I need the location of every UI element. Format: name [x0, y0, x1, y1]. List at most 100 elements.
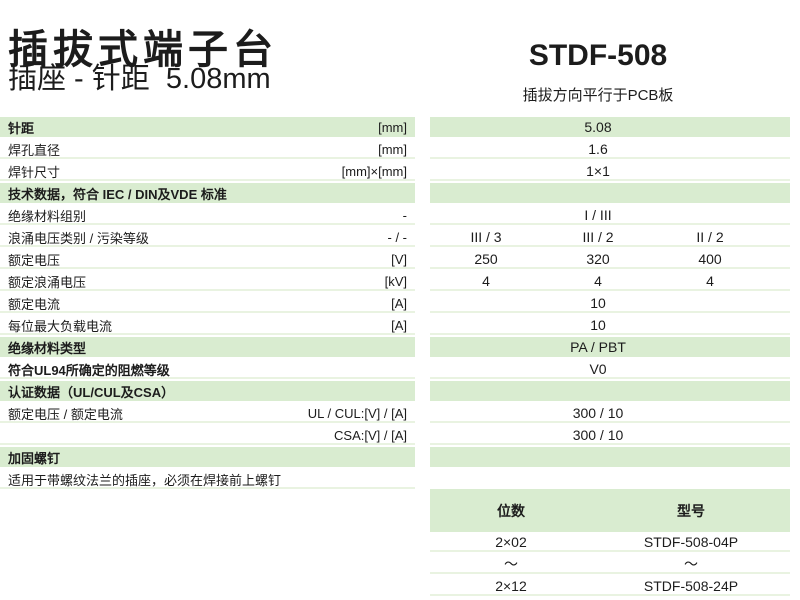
model-table-row: 2×02 STDF-508-04P	[430, 532, 790, 552]
spec-label-row: CSA:[V] / [A]	[0, 425, 415, 445]
model-partnumber-cell: 〜	[684, 556, 698, 572]
spec-value: 4	[594, 273, 602, 289]
spec-value: 10	[590, 295, 606, 311]
spec-label-row: 每位最大负载电流 [A]	[0, 315, 415, 335]
spec-unit: - / -	[387, 229, 408, 245]
spec-label: 适用于带螺纹法兰的插座，必须在焊接前上螺钉	[8, 472, 282, 488]
spec-label-row: 额定电压 [V]	[0, 249, 415, 269]
spec-value-row: PA / PBT	[430, 337, 790, 357]
spec-label: 技术数据，符合 IEC / DIN及VDE 标准	[8, 186, 227, 202]
spec-label-row: 额定电压 / 额定电流 UL / CUL:[V] / [A]	[0, 403, 415, 423]
spec-label-row: 焊针尺寸 [mm]×[mm]	[0, 161, 415, 181]
spec-value-row: 250 320 400	[430, 249, 790, 269]
spec-label: 额定浪涌电压	[8, 274, 87, 290]
spec-value: I / III	[584, 207, 612, 223]
model-header: STDF-508 插拔方向平行于PCB板	[430, 40, 766, 105]
model-partnumber-cell: STDF-508-04P	[643, 534, 739, 550]
spec-label-row: 额定浪涌电压 [kV]	[0, 271, 415, 291]
spec-value-row: 1×1	[430, 161, 790, 181]
model-table-header-partnumber: 型号	[677, 502, 705, 519]
spec-label-row: 认证数据（UL/CUL及CSA）	[0, 381, 415, 401]
page-title: 插拔式端子台	[8, 27, 278, 72]
spec-value: 1×1	[586, 163, 610, 179]
spec-value-spacer	[430, 469, 790, 489]
spec-value: 300 / 10	[572, 405, 624, 421]
spec-label: 焊针尺寸	[8, 164, 61, 180]
model-positions-cell: 2×02	[495, 534, 527, 550]
spec-value: 300 / 10	[572, 427, 624, 443]
spec-value: III / 3	[470, 229, 502, 245]
spec-label-row: 加固螺钉	[0, 447, 415, 467]
model-note: 插拔方向平行于PCB板	[522, 87, 674, 104]
spec-note-row: 适用于带螺纹法兰的插座，必须在焊接前上螺钉	[0, 469, 415, 489]
spec-value: V0	[589, 361, 607, 377]
spec-value-row: III / 3 III / 2 II / 2	[430, 227, 790, 247]
model-table-header-positions: 位数	[497, 502, 525, 519]
model-table: 位数 型号 2×02 STDF-508-04P 〜〜 2×12 STDF-508-24P	[430, 489, 790, 598]
spec-label: 额定电流	[8, 296, 61, 312]
spec-value-row: 300 / 10	[430, 403, 790, 423]
spec-value: III / 2	[582, 229, 614, 245]
spec-unit: -	[402, 207, 407, 223]
spec-value-row: V0	[430, 359, 790, 379]
model-table-rows: 2×02 STDF-508-04P 〜〜 2×12 STDF-508-24P	[430, 532, 790, 596]
spec-label-row: 绝缘材料类型	[0, 337, 415, 357]
model-number: STDF-508	[528, 39, 668, 72]
spec-value: 400	[698, 251, 722, 267]
spec-label-row: 浪涌电压类别 / 污染等级 - / -	[0, 227, 415, 247]
spec-value-row: 1.6	[430, 139, 790, 159]
spec-label: 认证数据（UL/CUL及CSA）	[8, 384, 175, 400]
spec-label-row: 针距 [mm]	[0, 117, 415, 137]
spec-value-row: 5.08	[430, 117, 790, 137]
spec-value-row	[430, 183, 790, 203]
spec-unit: [mm]	[378, 141, 407, 157]
spec-value: 4	[706, 273, 714, 289]
spec-value: 4	[482, 273, 490, 289]
spec-labels-column: 针距 [mm] 焊孔直径 [mm] 焊针尺寸 [mm]×[mm] 技术数据，符合 IEC /…	[0, 117, 415, 491]
model-positions-cell: 2×12	[495, 578, 527, 594]
page-subtitle: 插座 - 针距 5.08mm	[8, 63, 271, 95]
spec-label: 针距	[8, 120, 35, 136]
spec-label-row: 焊孔直径 [mm]	[0, 139, 415, 159]
spec-label: 浪涌电压类别 / 污染等级	[8, 230, 149, 246]
spec-label: 焊孔直径	[8, 142, 61, 158]
spec-unit: [mm]	[378, 119, 407, 135]
spec-value-row: 10	[430, 293, 790, 313]
spec-label-row: 绝缘材料组别 -	[0, 205, 415, 225]
model-table-header: 位数 型号	[430, 489, 790, 532]
spec-values-column: 5.08 1.6 1×1 I / III III / 3 III / 2 II / 2 250…	[430, 117, 790, 491]
spec-unit: CSA:[V] / [A]	[334, 427, 407, 443]
spec-label: 加固螺钉	[8, 450, 61, 466]
spec-label: 绝缘材料组别	[8, 208, 87, 224]
spec-unit: UL / CUL:[V] / [A]	[307, 405, 407, 421]
model-partnumber-cell: STDF-508-24P	[643, 578, 739, 594]
spec-value: 320	[586, 251, 610, 267]
spec-value-row: 300 / 10	[430, 425, 790, 445]
spec-value: 5.08	[584, 119, 612, 135]
model-table-row: 2×12 STDF-508-24P	[430, 576, 790, 596]
spec-label-row: 符合UL94所确定的阻燃等级	[0, 359, 415, 379]
spec-value-row	[430, 381, 790, 401]
spec-value-row: I / III	[430, 205, 790, 225]
spec-unit: [V]	[391, 251, 407, 267]
spec-value-row: 4 4 4	[430, 271, 790, 291]
spec-value: 1.6	[588, 141, 608, 157]
spec-label: 符合UL94所确定的阻燃等级	[8, 362, 170, 378]
spec-label: 额定电压	[8, 252, 61, 268]
spec-value: 250	[474, 251, 498, 267]
spec-value-row	[430, 447, 790, 467]
spec-unit: [A]	[391, 295, 407, 311]
spec-value-row: 10	[430, 315, 790, 335]
spec-unit: [kV]	[384, 273, 407, 289]
spec-label-row: 技术数据，符合 IEC / DIN及VDE 标准	[0, 183, 415, 203]
spec-label: 绝缘材料类型	[8, 340, 87, 356]
spec-value: 10	[590, 317, 606, 333]
spec-unit: [A]	[391, 317, 407, 333]
spec-unit: [mm]×[mm]	[341, 163, 407, 179]
spec-label: 每位最大负载电流	[8, 318, 113, 334]
spec-value: II / 2	[696, 229, 724, 245]
spec-label-row: 额定电流 [A]	[0, 293, 415, 313]
model-positions-cell: 〜	[504, 556, 518, 572]
spec-value: PA / PBT	[570, 339, 626, 355]
model-table-row: 〜〜	[430, 554, 790, 574]
